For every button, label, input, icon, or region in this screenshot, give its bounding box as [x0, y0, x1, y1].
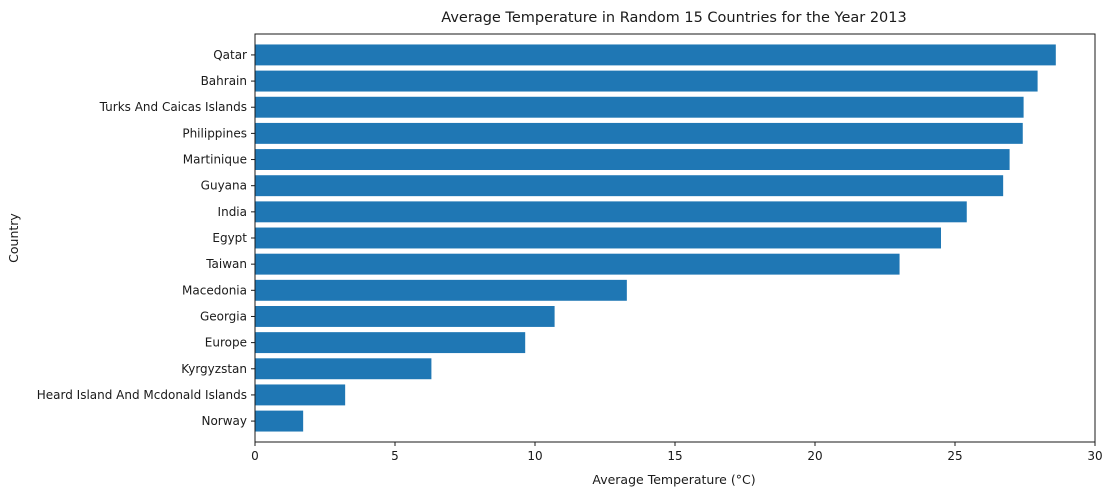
bar-taiwan: [255, 253, 900, 275]
y-tick-label: Heard Island And Mcdonald Islands: [37, 388, 247, 402]
bar-norway: [255, 410, 304, 432]
y-tick-label: Martinique: [183, 153, 247, 167]
bar-egypt: [255, 227, 941, 249]
x-tick-label: 5: [391, 449, 399, 463]
y-tick-label: Guyana: [201, 179, 247, 193]
bar-martinique: [255, 149, 1010, 170]
bar-bahrain: [255, 70, 1038, 92]
y-tick-label: Philippines: [182, 126, 247, 140]
x-tick-label: 25: [947, 449, 962, 463]
y-tick-label: India: [218, 205, 247, 219]
bar-georgia: [255, 306, 555, 327]
y-tick-label: Egypt: [212, 231, 247, 245]
y-axis: Qatar Bahrain Turks And Caicas Islands Phil…: [37, 48, 255, 428]
x-tick-label: 0: [251, 449, 259, 463]
x-tick-label: 30: [1087, 449, 1102, 463]
y-tick-label: Macedonia: [182, 283, 247, 297]
y-tick-label: Norway: [201, 414, 247, 428]
y-tick-label: Europe: [205, 336, 247, 350]
x-tick-label: 20: [807, 449, 822, 463]
x-axis: 0 5 10 15 20 25 30: [251, 442, 1103, 463]
bars-layer: [255, 44, 1056, 432]
x-axis-label: Average Temperature (°C): [592, 472, 755, 487]
bar-kyrgyzstan: [255, 358, 432, 380]
y-tick-label: Taiwan: [205, 257, 247, 271]
y-tick-label: Qatar: [213, 48, 247, 62]
chart-title: Average Temperature in Random 15 Countri…: [441, 10, 906, 26]
bar-macedonia: [255, 279, 627, 301]
bar-heard-island-and-mcdonald-islands: [255, 384, 346, 406]
y-tick-label: Bahrain: [201, 74, 247, 88]
y-tick-label: Kyrgyzstan: [181, 362, 247, 376]
bar-guyana: [255, 175, 1004, 197]
bar-europe: [255, 332, 526, 354]
y-tick-label: Georgia: [200, 309, 247, 323]
y-axis-label: Country: [6, 213, 21, 263]
bar-turks-and-caicas-islands: [255, 96, 1024, 118]
bar-india: [255, 201, 967, 223]
bar-philippines: [255, 122, 1023, 144]
y-tick-label: Turks And Caicas Islands: [99, 100, 247, 114]
x-tick-label: 15: [667, 449, 682, 463]
plot-frame: [254, 33, 1096, 443]
bar-qatar: [255, 44, 1056, 66]
x-tick-label: 10: [527, 449, 542, 463]
